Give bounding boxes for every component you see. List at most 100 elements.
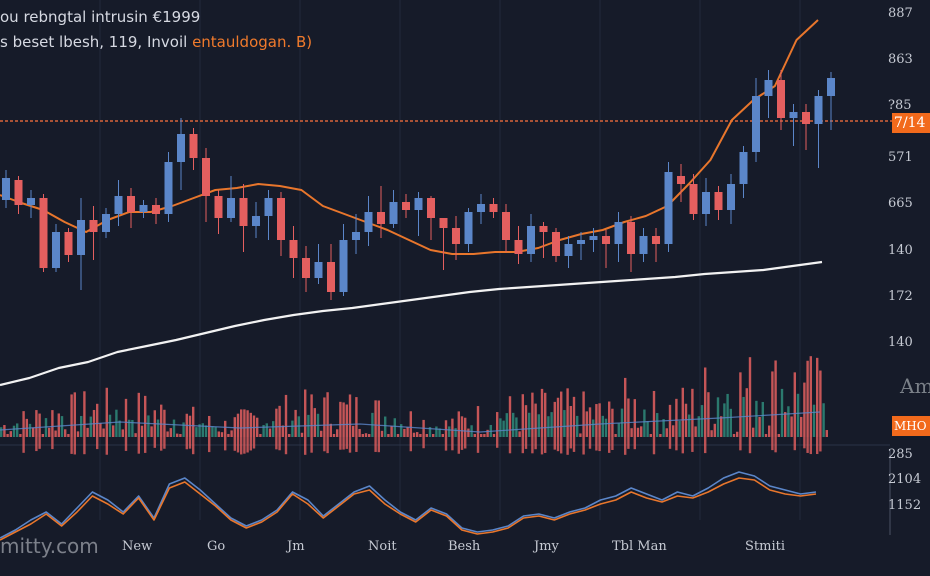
volume-bar [374,400,377,437]
volume-bar [617,423,620,437]
volume-bar [675,398,678,437]
oscillator-orange-line [0,477,817,541]
volume-bar [304,437,307,455]
volume-bar [505,413,508,437]
volume-bar [355,397,358,437]
volume-bar [249,437,252,451]
volume-bar [32,427,35,437]
candle-bear [14,180,23,205]
volume-bar [16,423,19,437]
volume-bar [348,437,352,453]
volume-bar [192,406,195,437]
volume-bar [275,437,278,450]
candle-bull [2,178,10,200]
volume-bar [96,437,99,450]
volume-bar [758,416,761,437]
candle-bear [64,232,73,255]
volume-bar [83,437,86,455]
candle-bear [427,198,435,218]
volume-bar [51,437,54,450]
candle-bull [339,240,348,292]
volume-bar [288,434,291,437]
volume-bar [416,432,419,437]
volume-bar [633,399,636,437]
volume-bar [464,437,467,449]
volume-bar [323,437,326,452]
volume-bar [467,428,470,437]
volume-bar [86,427,89,437]
volume-bar [803,382,806,437]
volume-ma-line [0,411,821,433]
volume-bar [358,428,361,437]
subtitle-text: s beset lbesh, 119, Invoil [0,33,193,51]
volume-bars [0,356,828,455]
volume-bar [780,388,784,437]
candle-bull [414,198,423,210]
candle-bear [652,236,660,244]
volume-bar [252,437,256,449]
volume-bar [640,426,643,437]
volume-bar [278,437,281,451]
volume-bar [540,437,544,455]
volume-bar [336,429,339,437]
volume-bar [809,437,812,455]
volume-bar [28,423,32,437]
candle-bear [189,134,198,158]
candle-bear [514,240,523,254]
volume-bar [771,437,774,451]
volume-bar [409,411,412,437]
volume-bar [486,429,489,437]
candle-bear [152,205,160,214]
volume-bar [272,421,275,437]
volume-bar [720,416,723,437]
volume-bar [102,428,105,437]
volume-bar [326,392,329,437]
month-label: Go [207,539,226,554]
volume-bar [588,437,592,449]
price-label: 140 [888,335,913,350]
volume-bar [233,417,236,437]
candle-bear [327,262,335,292]
volume-bar [195,427,198,437]
volume-bar [560,391,563,437]
volume-bar [796,393,800,437]
candle-bull [702,192,710,214]
candle-bear [627,222,635,254]
volume-bar [806,437,809,453]
candle-bear [502,212,510,240]
volume-bar [473,434,476,437]
candle-bull [364,212,373,232]
volume-bar [147,415,150,437]
volume-bar [636,427,640,437]
volume-bar [134,433,137,437]
volume-bar [342,437,345,450]
volume-bar [38,413,41,437]
volume-bar [60,416,64,437]
volume-bar [204,425,208,437]
candle-bull [739,152,748,184]
volume-bar [352,425,355,437]
volume-bar [649,434,652,437]
volume-bar [745,388,748,437]
volume-bar [368,434,371,437]
volume-bar [0,427,3,437]
volume-value-tag: MHO [892,416,930,436]
volume-bar [169,428,172,437]
volume-bar [428,427,432,437]
volume-bar [409,437,412,452]
month-label: Jm [287,539,305,554]
volume-bar [374,437,377,452]
volume-bar [9,431,12,437]
volume-bar [323,397,326,437]
volume-bar [339,401,342,437]
month-label: New [122,539,153,554]
volume-bar [524,405,528,437]
volume-bar [3,425,6,437]
volume-bar [198,424,201,437]
volume-bar [537,414,540,437]
candle-bull [614,222,623,244]
volume-bar [662,419,665,437]
volume-bar [131,419,134,437]
volume-bar [185,437,188,450]
